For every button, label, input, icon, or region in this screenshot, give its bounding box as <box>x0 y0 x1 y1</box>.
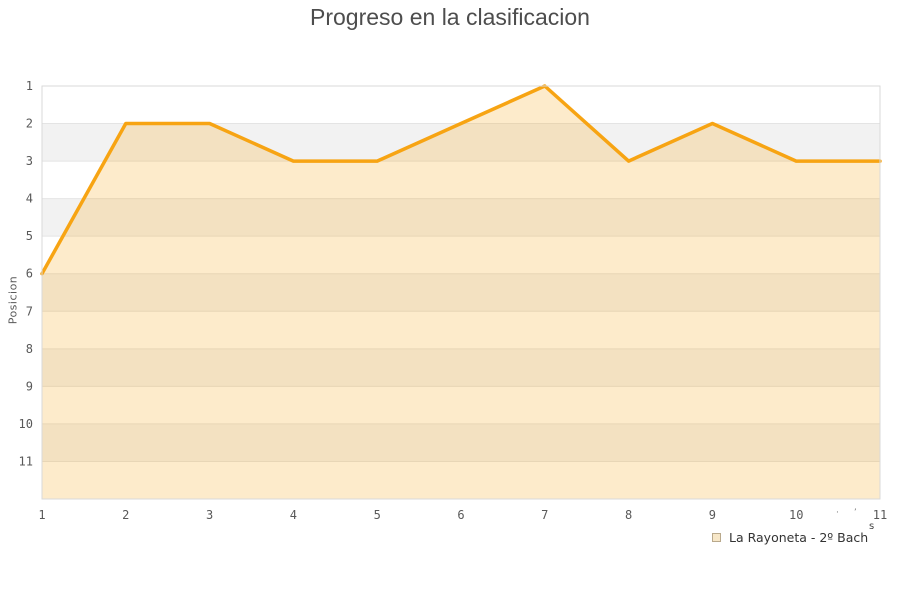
plot-band <box>42 198 880 237</box>
y-tick-label: 11 <box>19 454 33 468</box>
y-tick-label: 3 <box>26 154 33 168</box>
x-tick-label: 3 <box>206 508 213 522</box>
plot-band <box>42 273 880 312</box>
x-tick-label: 8 <box>625 508 632 522</box>
chart-title: Progreso en la clasificacion <box>310 4 590 30</box>
y-tick-label: 9 <box>26 379 33 393</box>
legend-artifact-superscript: s <box>869 521 875 532</box>
x-tick-label: 4 <box>290 508 297 522</box>
x-tick-label: 2 <box>122 508 129 522</box>
x-tick-label: 6 <box>457 508 464 522</box>
plot-band <box>42 236 880 274</box>
x-tick-label: 7 <box>541 508 548 522</box>
legend-item[interactable]: La Rayoneta - 2º Bach <box>712 530 868 545</box>
y-tick-label: 10 <box>19 417 33 431</box>
y-axis-title: Posicion <box>6 275 20 325</box>
x-tick-label: 10 <box>789 508 803 522</box>
y-tick-label: 1 <box>26 79 33 93</box>
y-tick-label: 6 <box>26 267 33 281</box>
series-line <box>40 84 882 276</box>
plot-band <box>42 161 880 199</box>
plot-band <box>42 348 880 387</box>
legend-label: La Rayoneta - 2º Bach <box>729 530 869 545</box>
plot-band <box>42 386 880 424</box>
plot-band <box>42 423 880 462</box>
y-tick-label: 4 <box>26 192 33 206</box>
plot-border <box>41 85 881 500</box>
x-tick-label: 5 <box>374 508 381 522</box>
plot-band <box>42 311 880 349</box>
series-area <box>42 86 880 499</box>
plot-band <box>42 86 880 124</box>
y-tick-label: 5 <box>26 229 33 243</box>
plot-band <box>42 461 880 499</box>
legend-artifact-marks: ·ʼ <box>836 508 872 518</box>
x-tick-label: 1 <box>38 508 45 522</box>
legend-swatch-icon <box>712 533 721 542</box>
y-tick-label: 2 <box>26 117 33 131</box>
x-tick-label: 9 <box>709 508 716 522</box>
x-tick-label: 11 <box>873 508 887 522</box>
y-tick-label: 8 <box>26 342 33 356</box>
y-tick-label: 7 <box>26 304 33 318</box>
plot-band <box>42 123 880 162</box>
